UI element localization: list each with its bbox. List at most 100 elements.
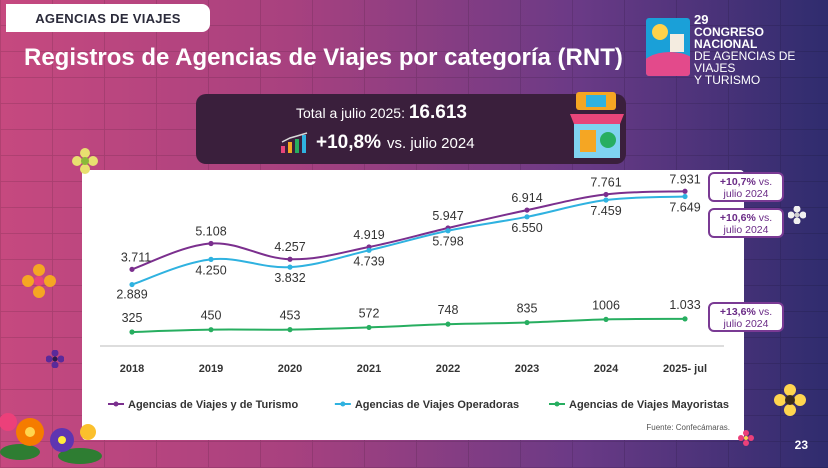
x-tick-label: 2022 (436, 363, 460, 375)
logo-line3: Y TURISMO (694, 73, 761, 87)
data-point (524, 214, 530, 220)
x-tick-label: 2021 (357, 363, 381, 375)
data-label: 4.739 (353, 254, 384, 268)
data-label: 835 (517, 302, 538, 316)
x-tick-label: 2023 (515, 363, 539, 375)
data-label: 5.947 (432, 209, 463, 223)
data-label: 7.649 (669, 200, 700, 214)
data-label: 4.257 (274, 240, 305, 254)
callout-pct: +13,6% (719, 306, 756, 318)
x-tick-label: 2018 (120, 363, 144, 375)
series-line (131, 190, 686, 271)
section-tag: AGENCIAS DE VIAJES (6, 4, 210, 32)
flower-icon (72, 148, 98, 174)
logo-line2: DE AGENCIAS DE VIAJES (694, 49, 796, 75)
page-title: Registros de Agencias de Viajes por cate… (24, 44, 623, 71)
data-point (603, 316, 609, 322)
data-point (208, 256, 214, 262)
callout-vs: vs. (758, 212, 773, 224)
data-point (287, 327, 293, 333)
legend-label: Agencias de Viajes Operadoras (355, 399, 519, 411)
flower-icon (788, 206, 806, 224)
data-label: 7.459 (590, 204, 621, 218)
callout-vs: vs. (758, 176, 773, 188)
line-chart: 2018 2019 2020 2021 2022 2023 2024 2025- jul 3.7… (100, 172, 729, 411)
flower-bouquet-icon (0, 413, 102, 464)
data-label: 5.108 (195, 225, 226, 239)
data-point (287, 256, 293, 262)
data-label: 3.832 (274, 271, 305, 285)
data-point (129, 281, 135, 288)
total-value: 16.613 (408, 102, 467, 123)
growth-value: +10,8% (316, 132, 381, 153)
series-line (131, 317, 686, 333)
data-label: 572 (359, 306, 380, 320)
data-point (366, 247, 372, 253)
callout-vs: vs. (758, 306, 773, 318)
chart-panel: 2018 2019 2020 2021 2022 2023 2024 2025- jul 3.7… (82, 170, 744, 440)
data-label: 5.798 (432, 235, 463, 249)
data-point (208, 327, 214, 333)
data-point (445, 321, 451, 327)
data-point (129, 329, 135, 335)
total-label: Total a julio 2025: (296, 105, 405, 121)
data-point (524, 207, 530, 213)
legend-label: Agencias de Viajes y de Turismo (128, 399, 298, 411)
growth-chart-icon (281, 132, 308, 153)
data-label: 453 (280, 309, 301, 323)
data-point (682, 316, 688, 322)
callout-operadoras: +10,6% vs. julio 2024 (708, 208, 784, 238)
data-point (287, 264, 293, 270)
data-point (366, 324, 372, 331)
logo-emblem (646, 18, 690, 76)
data-label: 6.914 (511, 191, 542, 205)
growth-text: vs. julio 2024 (386, 134, 475, 152)
data-point (682, 188, 688, 194)
data-label: 748 (438, 303, 459, 317)
callout-mayoristas: +13,6% vs. julio 2024 (708, 302, 784, 332)
data-label: 2.889 (116, 288, 147, 302)
legend-marker (113, 401, 119, 407)
data-label: 7.761 (590, 175, 621, 189)
callout-period: julio 2024 (723, 318, 769, 330)
data-label: 325 (122, 311, 143, 325)
travel-shop-icon (570, 92, 624, 158)
page-number: 23 (794, 438, 808, 452)
data-label: 4.250 (195, 263, 226, 277)
data-label: 3.711 (121, 250, 151, 264)
legend-marker (340, 401, 346, 407)
total-summary: Total a julio 2025: 16.613 (296, 102, 467, 124)
data-point (524, 319, 530, 326)
legend-label: Agencias de Viajes Mayoristas (569, 399, 729, 411)
data-point (208, 240, 214, 247)
x-tick-label: 2019 (199, 363, 223, 375)
logo-text: 29 CONGRESO NACIONAL DE AGENCIAS DE VIAJ… (694, 12, 822, 87)
legend-marker (554, 401, 560, 407)
callout-period: julio 2024 (723, 224, 769, 236)
data-label: 1.033 (669, 298, 700, 312)
callout-turismo: +10,7% vs. julio 2024 (708, 172, 784, 202)
series-line (131, 195, 686, 286)
data-label: 6.550 (511, 221, 542, 235)
flower-icon (46, 350, 64, 368)
data-label: 1006 (592, 298, 620, 312)
congress-logo: 29 CONGRESO NACIONAL DE AGENCIAS DE VIAJ… (646, 13, 822, 86)
summary-banner: Total a julio 2025: 16.613 +10,8% vs. ju… (196, 94, 626, 164)
data-point (129, 266, 135, 272)
data-point (603, 197, 609, 203)
data-label: 450 (201, 309, 222, 323)
data-point (603, 191, 609, 198)
data-label: 7.931 (669, 172, 700, 186)
callout-pct: +10,6% (719, 212, 756, 224)
x-tick-label: 2025- jul (663, 363, 707, 375)
callout-pct: +10,7% (719, 176, 756, 188)
logo-line1: CONGRESO NACIONAL (694, 25, 765, 51)
flower-icon (774, 384, 806, 416)
data-point (682, 193, 688, 200)
growth-summary: +10,8% vs. julio 2024 (280, 132, 475, 154)
logo-number: 29 (694, 12, 709, 27)
x-tick-label: 2024 (594, 363, 619, 375)
x-tick-label: 2020 (278, 363, 302, 375)
flower-icon (22, 264, 56, 298)
